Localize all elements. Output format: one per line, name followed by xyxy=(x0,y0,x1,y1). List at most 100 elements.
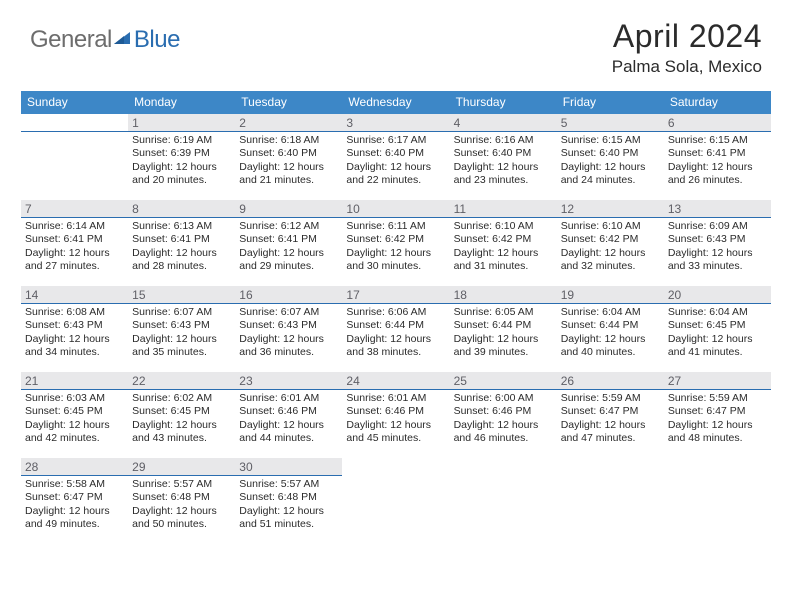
day-detail-line: and 43 minutes. xyxy=(132,432,231,445)
day-detail-line: and 32 minutes. xyxy=(561,260,660,273)
day-cell: 30Sunrise: 5:57 AMSunset: 6:48 PMDayligh… xyxy=(235,458,342,544)
day-detail-line: and 51 minutes. xyxy=(239,518,338,531)
day-detail-line: and 34 minutes. xyxy=(25,346,124,359)
day-cell: 14Sunrise: 6:08 AMSunset: 6:43 PMDayligh… xyxy=(21,286,128,372)
day-detail-line: Sunset: 6:40 PM xyxy=(561,147,660,160)
day-detail-line: Sunrise: 6:12 AM xyxy=(239,220,338,233)
day-number: 21 xyxy=(21,372,128,390)
weeks-container: .1Sunrise: 6:19 AMSunset: 6:39 PMDayligh… xyxy=(21,114,771,544)
day-details: Sunrise: 6:15 AMSunset: 6:41 PMDaylight:… xyxy=(668,134,767,188)
day-detail-line: Sunrise: 6:15 AM xyxy=(561,134,660,147)
day-detail-line: and 36 minutes. xyxy=(239,346,338,359)
day-detail-line: Sunset: 6:43 PM xyxy=(132,319,231,332)
day-cell: . xyxy=(664,458,771,544)
weekday-label: Wednesday xyxy=(342,91,449,114)
day-cell: . xyxy=(342,458,449,544)
day-detail-line: and 46 minutes. xyxy=(454,432,553,445)
day-cell: 15Sunrise: 6:07 AMSunset: 6:43 PMDayligh… xyxy=(128,286,235,372)
day-detail-line: Daylight: 12 hours xyxy=(668,419,767,432)
day-number: 14 xyxy=(21,286,128,304)
day-detail-line: Daylight: 12 hours xyxy=(454,247,553,260)
weekday-label: Sunday xyxy=(21,91,128,114)
day-detail-line: Sunset: 6:42 PM xyxy=(346,233,445,246)
day-detail-line: Sunset: 6:44 PM xyxy=(454,319,553,332)
day-detail-line: and 24 minutes. xyxy=(561,174,660,187)
day-detail-line: and 49 minutes. xyxy=(25,518,124,531)
day-number: 12 xyxy=(557,200,664,218)
day-detail-line: Sunset: 6:44 PM xyxy=(346,319,445,332)
day-detail-line: Sunrise: 6:14 AM xyxy=(25,220,124,233)
day-cell: 27Sunrise: 5:59 AMSunset: 6:47 PMDayligh… xyxy=(664,372,771,458)
day-detail-line: Sunrise: 5:59 AM xyxy=(561,392,660,405)
weekday-label: Tuesday xyxy=(235,91,342,114)
day-number: 2 xyxy=(235,114,342,132)
day-details: Sunrise: 6:05 AMSunset: 6:44 PMDaylight:… xyxy=(454,306,553,360)
day-details: Sunrise: 5:57 AMSunset: 6:48 PMDaylight:… xyxy=(132,478,231,532)
day-details: Sunrise: 6:17 AMSunset: 6:40 PMDaylight:… xyxy=(346,134,445,188)
day-cell: 7Sunrise: 6:14 AMSunset: 6:41 PMDaylight… xyxy=(21,200,128,286)
day-detail-line: Sunset: 6:46 PM xyxy=(454,405,553,418)
day-cell: 10Sunrise: 6:11 AMSunset: 6:42 PMDayligh… xyxy=(342,200,449,286)
day-number: 27 xyxy=(664,372,771,390)
day-detail-line: Daylight: 12 hours xyxy=(132,333,231,346)
day-number: 4 xyxy=(450,114,557,132)
day-number: 9 xyxy=(235,200,342,218)
weekday-label: Thursday xyxy=(450,91,557,114)
day-detail-line: and 50 minutes. xyxy=(132,518,231,531)
day-detail-line: Sunrise: 6:02 AM xyxy=(132,392,231,405)
day-detail-line: Sunrise: 6:01 AM xyxy=(346,392,445,405)
day-detail-line: Sunrise: 6:09 AM xyxy=(668,220,767,233)
day-cell: 12 Sunrise: 6:10 AMSunset: 6:42 PMDayligh… xyxy=(557,200,664,286)
day-detail-line: Daylight: 12 hours xyxy=(239,333,338,346)
day-detail-line: Sunrise: 6:04 AM xyxy=(668,306,767,319)
day-cell: 21Sunrise: 6:03 AMSunset: 6:45 PMDayligh… xyxy=(21,372,128,458)
day-detail-line: Sunrise: 6:16 AM xyxy=(454,134,553,147)
day-detail-line: Daylight: 12 hours xyxy=(346,247,445,260)
day-details: Sunrise: 6:00 AMSunset: 6:46 PMDaylight:… xyxy=(454,392,553,446)
day-cell: . xyxy=(557,458,664,544)
week-row: 14Sunrise: 6:08 AMSunset: 6:43 PMDayligh… xyxy=(21,286,771,372)
day-number: 23 xyxy=(235,372,342,390)
day-details: Sunrise: 6:10 AMSunset: 6:42 PMDaylight:… xyxy=(561,220,660,274)
day-detail-line: and 42 minutes. xyxy=(25,432,124,445)
day-cell: 23Sunrise: 6:01 AMSunset: 6:46 PMDayligh… xyxy=(235,372,342,458)
day-details: Sunrise: 6:06 AMSunset: 6:44 PMDaylight:… xyxy=(346,306,445,360)
day-detail-line: Sunset: 6:46 PM xyxy=(346,405,445,418)
day-cell: 19Sunrise: 6:04 AMSunset: 6:44 PMDayligh… xyxy=(557,286,664,372)
day-detail-line: Sunset: 6:40 PM xyxy=(346,147,445,160)
day-detail-line: Daylight: 12 hours xyxy=(454,419,553,432)
day-detail-line: and 47 minutes. xyxy=(561,432,660,445)
day-detail-line: Daylight: 12 hours xyxy=(561,419,660,432)
day-detail-line: Sunset: 6:48 PM xyxy=(132,491,231,504)
day-detail-line: Sunrise: 6:04 AM xyxy=(561,306,660,319)
day-cell: 4Sunrise: 6:16 AMSunset: 6:40 PMDaylight… xyxy=(450,114,557,200)
day-detail-line: Sunrise: 6:10 AM xyxy=(561,220,660,233)
day-cell: 6Sunrise: 6:15 AMSunset: 6:41 PMDaylight… xyxy=(664,114,771,200)
day-detail-line: Sunset: 6:41 PM xyxy=(132,233,231,246)
weekday-header-row: SundayMondayTuesdayWednesdayThursdayFrid… xyxy=(21,91,771,114)
day-detail-line: Sunset: 6:45 PM xyxy=(25,405,124,418)
logo: General Blue xyxy=(30,18,180,54)
page-title: April 2024 xyxy=(612,18,762,55)
day-number: 30 xyxy=(235,458,342,476)
day-detail-line: Daylight: 12 hours xyxy=(346,333,445,346)
day-cell: 26Sunrise: 5:59 AMSunset: 6:47 PMDayligh… xyxy=(557,372,664,458)
day-detail-line: Sunset: 6:40 PM xyxy=(239,147,338,160)
day-cell: . xyxy=(21,114,128,200)
logo-text-general: General xyxy=(30,26,112,54)
day-detail-line: and 39 minutes. xyxy=(454,346,553,359)
day-detail-line: Sunset: 6:42 PM xyxy=(561,233,660,246)
day-detail-line: Sunrise: 5:57 AM xyxy=(239,478,338,491)
day-detail-line: Sunset: 6:43 PM xyxy=(668,233,767,246)
day-detail-line: and 35 minutes. xyxy=(132,346,231,359)
day-detail-line: and 40 minutes. xyxy=(561,346,660,359)
day-number: 19 xyxy=(557,286,664,304)
weekday-label: Monday xyxy=(128,91,235,114)
day-details: Sunrise: 6:09 AMSunset: 6:43 PMDaylight:… xyxy=(668,220,767,274)
day-detail-line: Sunrise: 5:59 AM xyxy=(668,392,767,405)
day-cell: 20Sunrise: 6:04 AMSunset: 6:45 PMDayligh… xyxy=(664,286,771,372)
day-detail-line: Sunset: 6:41 PM xyxy=(668,147,767,160)
day-detail-line: Sunrise: 6:06 AM xyxy=(346,306,445,319)
day-number: 29 xyxy=(128,458,235,476)
day-number: 16 xyxy=(235,286,342,304)
